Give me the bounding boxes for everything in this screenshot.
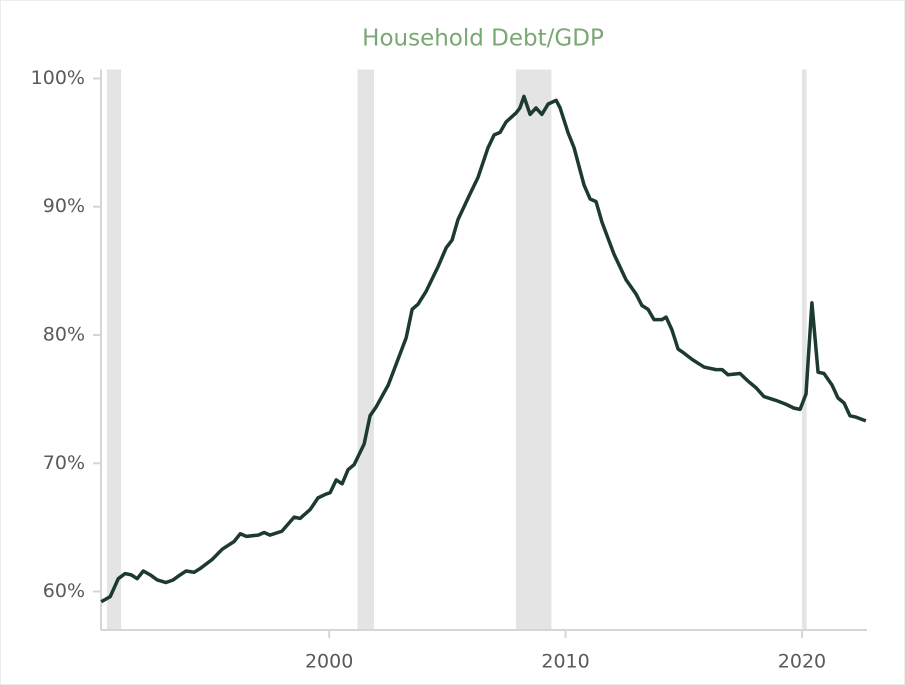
recession-band [801,69,807,630]
recession-band [357,69,375,630]
x-tick-label: 2020 [778,651,826,673]
x-tick-label: 2000 [305,651,353,673]
y-tick-label: 80% [43,324,85,346]
y-tick-label: 100% [31,67,85,89]
y-tick-label: 90% [43,195,85,217]
chart-title: Household Debt/GDP [362,26,604,52]
x-tick-label: 2010 [541,651,589,673]
data-line [100,94,867,604]
recession-band [106,69,122,630]
recession-band [515,69,552,630]
y-tick-label: 60% [43,580,85,602]
y-tick-label: 70% [43,452,85,474]
